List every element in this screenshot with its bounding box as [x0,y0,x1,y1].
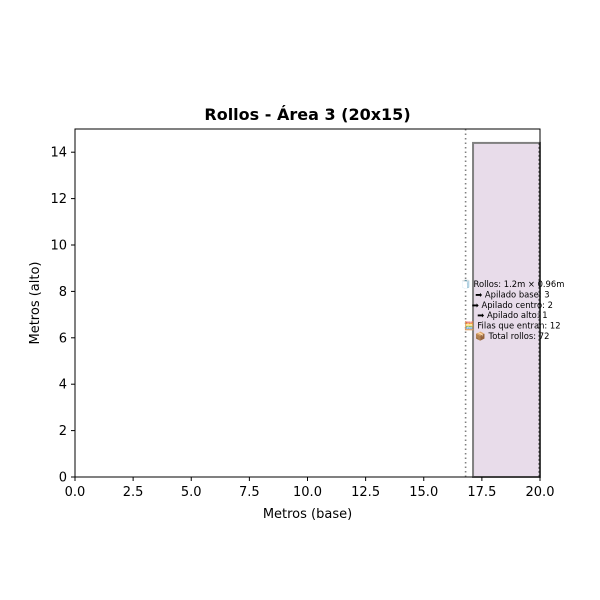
annotation-line: ➡ Apilado alto: 1 [477,310,547,320]
y-tick-label: 8 [59,285,67,300]
y-tick-label: 6 [59,331,67,346]
x-tick-label: 15.0 [409,485,438,500]
y-tick-label: 2 [59,424,67,439]
chart-marks [464,129,542,478]
annotation-box: 🧻 Rollos: 1.2m × 0.96m➡ Apilado base: 3➡… [460,279,564,341]
chart-title: Rollos - Área 3 (20x15) [204,105,410,124]
annotation-line: ➡ Apilado base: 3 [475,289,549,299]
x-tick-label: 0.0 [65,485,86,500]
plot-area: 🧻 Rollos: 1.2m × 0.96m➡ Apilado base: 3➡… [74,128,564,478]
x-tick-label: 5.0 [181,485,202,500]
y-tick-label: 4 [59,378,67,393]
x-tick-label: 20.0 [526,485,555,500]
x-axis-label: Metros (base) [263,507,352,522]
annotation-line: ➡ Apilado centro: 2 [472,300,553,310]
x-axis: 0.0 2.5 5.0 7.5 10.0 12.5 15.0 17.5 20.0 [65,477,555,500]
plot-frame [75,129,540,477]
x-tick-label: 10.0 [293,485,322,500]
y-axis: 0 2 4 6 8 10 12 14 [50,146,75,486]
y-tick-label: 0 [59,471,67,486]
y-tick-label: 10 [50,239,67,254]
annotation-line: 🧮 Filas que entran: 12 [464,321,560,331]
annotation-line: 🧻 Rollos: 1.2m × 0.96m [460,279,564,289]
y-axis-label: Metros (alto) [28,261,43,344]
x-tick-label: 17.5 [467,485,496,500]
x-tick-label: 7.5 [239,485,260,500]
annotation-line: 📦 Total rollos: 72 [475,331,549,341]
rolls-block [472,141,542,478]
x-tick-label: 2.5 [123,485,144,500]
y-tick-label: 12 [50,192,67,207]
y-tick-label: 14 [50,146,67,161]
x-tick-label: 12.5 [351,485,380,500]
